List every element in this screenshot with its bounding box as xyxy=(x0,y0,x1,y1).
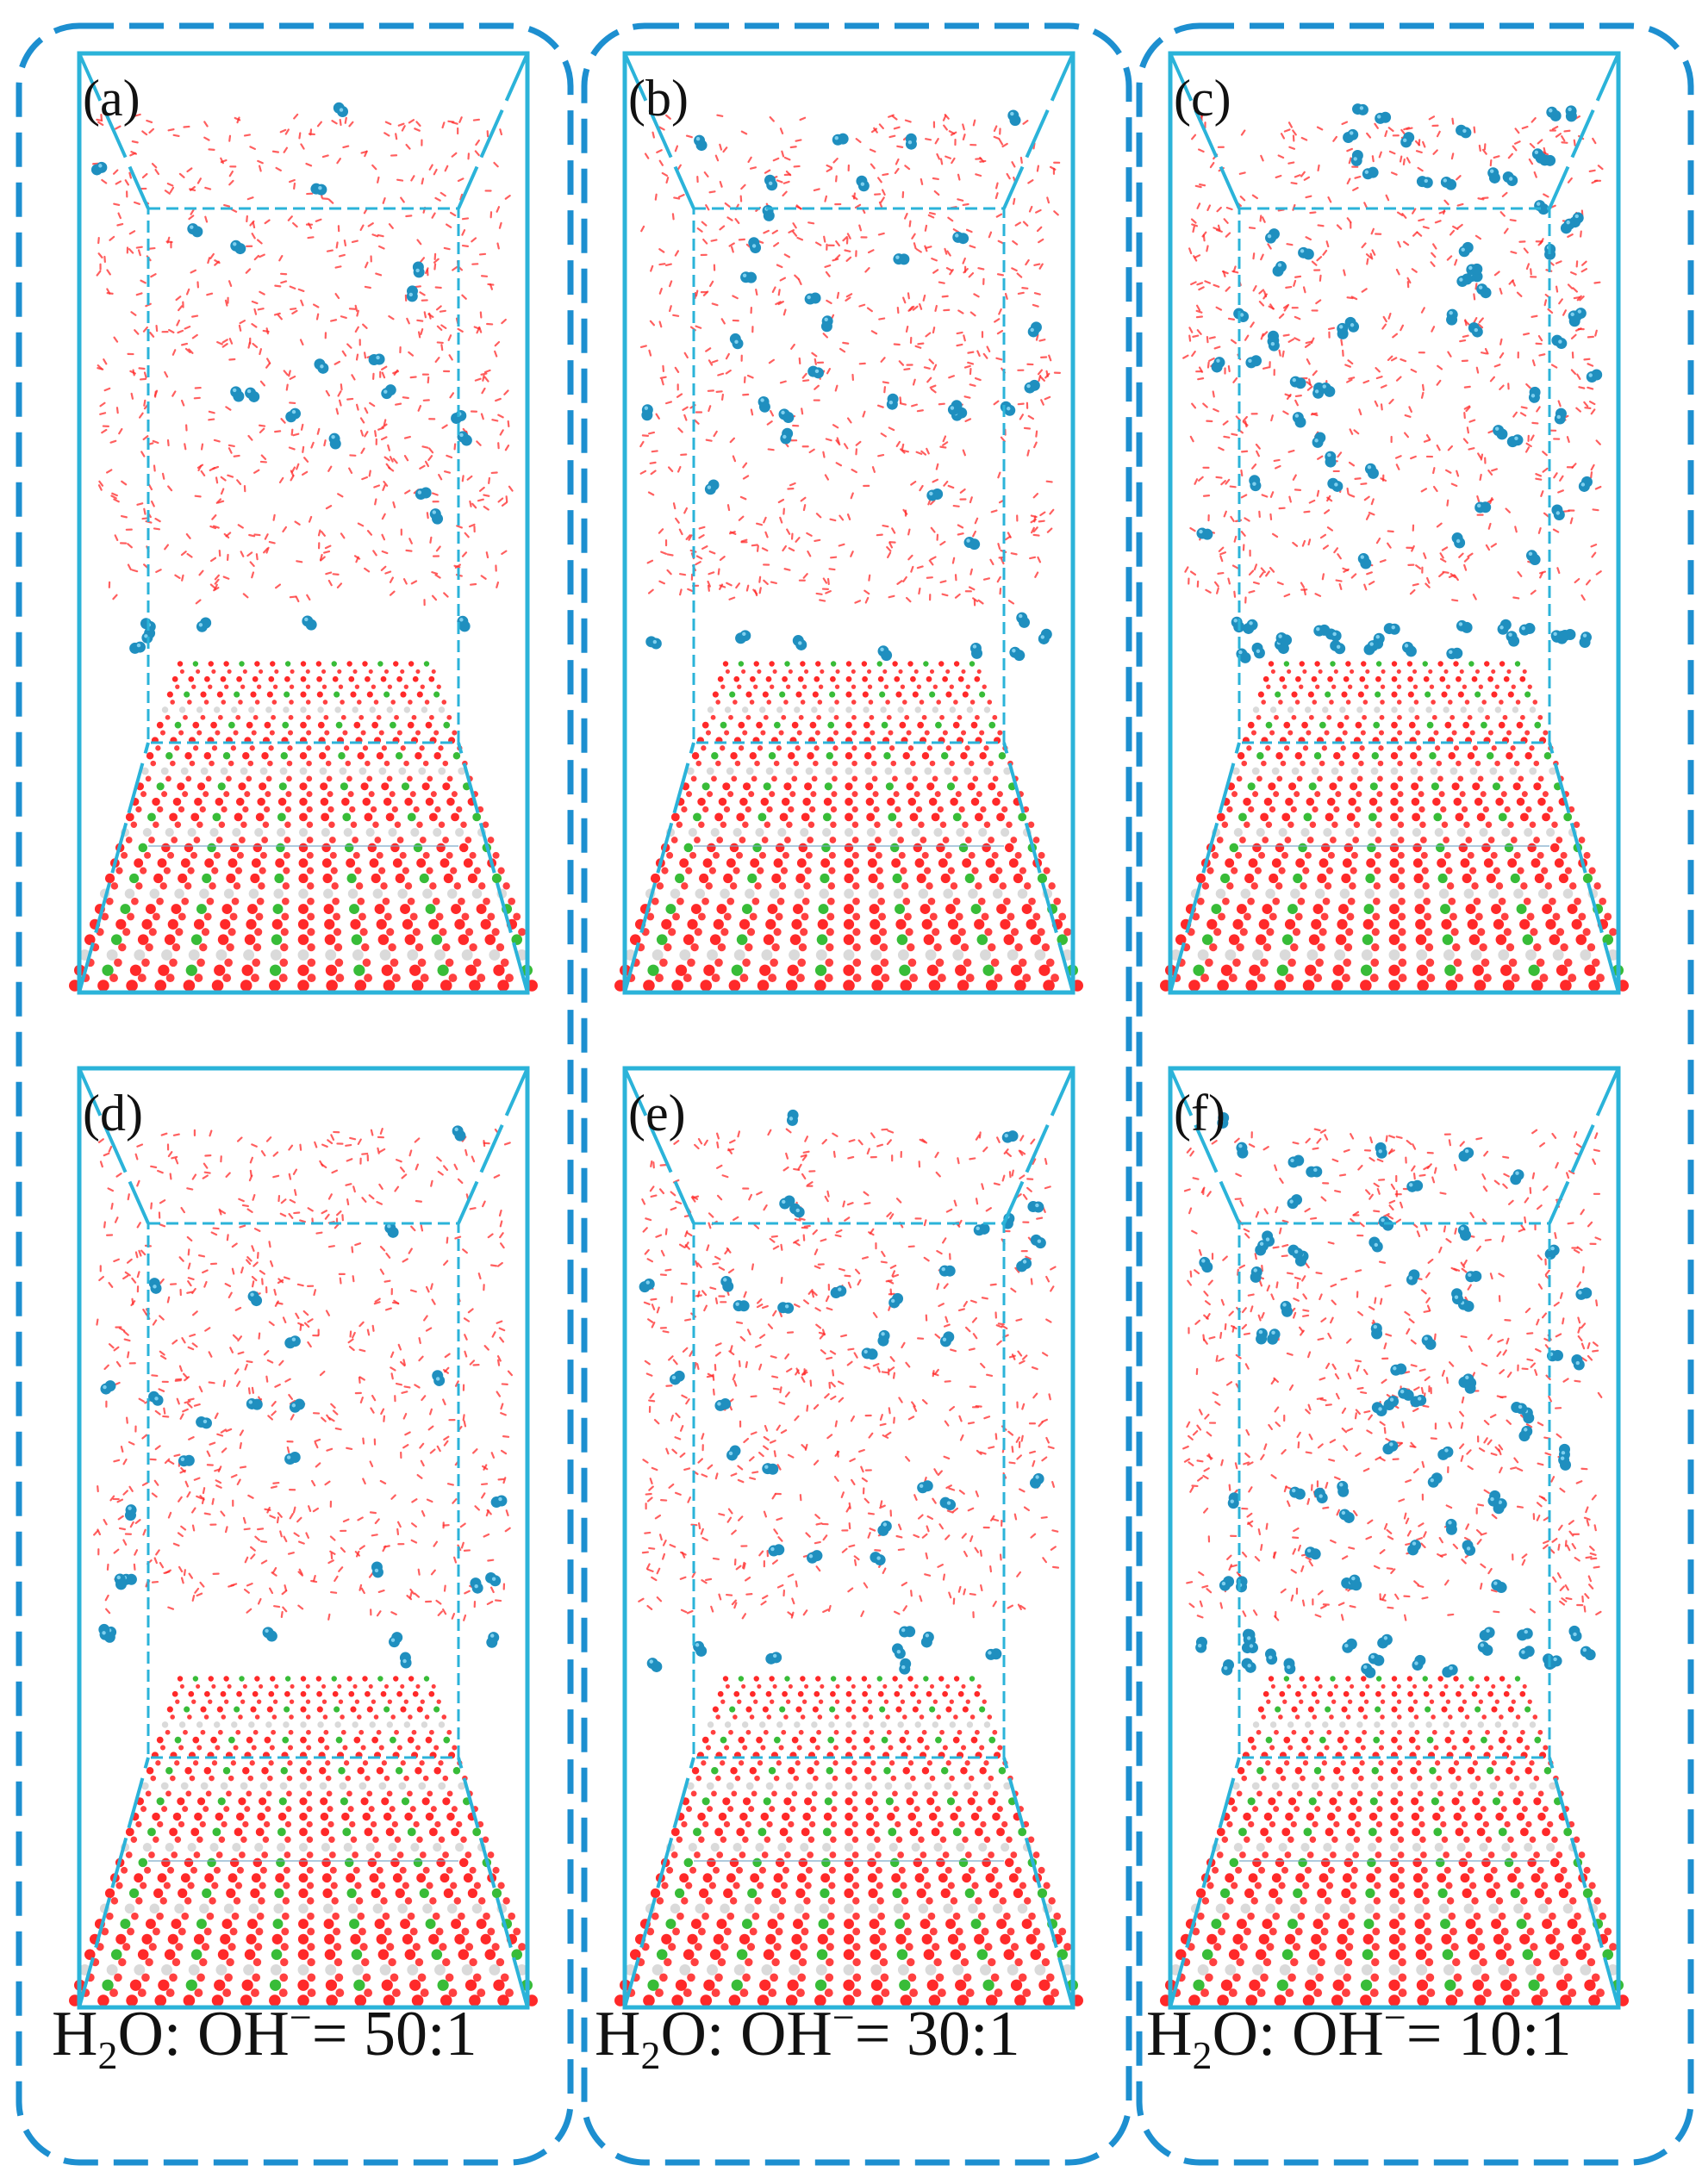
panel-c: (c) xyxy=(1160,51,1629,995)
column-group-border-1 xyxy=(16,22,574,2166)
hydroxide-ions xyxy=(90,102,472,654)
water-molecules xyxy=(639,114,1062,607)
ratio-captions: H2O: OH−= 50:1 H2O: OH−= 30:1 H2O: OH−= 10… xyxy=(52,1995,1572,2077)
substrate-lattice xyxy=(69,1676,538,2007)
water-molecules xyxy=(1182,114,1604,604)
panel-label: (a) xyxy=(83,70,140,127)
panel-b: (b) xyxy=(614,51,1083,995)
simulation-box xyxy=(77,1066,530,2010)
column-group-border-3 xyxy=(1136,22,1694,2166)
water-molecules xyxy=(638,1128,1060,1620)
panel-label: (f) xyxy=(1174,1085,1225,1142)
column-group-border-2 xyxy=(581,22,1132,2166)
hydroxide-ions xyxy=(641,109,1052,662)
panel-label: (c) xyxy=(1174,70,1231,127)
water-molecules xyxy=(1182,1128,1603,1621)
panels: (a) (b) (c) (d) (e) (f) xyxy=(69,51,1629,2010)
panel-d: (d) xyxy=(69,1066,538,2010)
hydroxide-ions xyxy=(1196,103,1603,663)
substrate-lattice xyxy=(614,1676,1083,2007)
water-molecules xyxy=(91,113,514,607)
ratio-caption: H2O: OH−= 10:1 xyxy=(1146,1995,1572,2077)
panel-label: (d) xyxy=(83,1085,143,1142)
simulation-box xyxy=(622,1066,1075,2010)
simulation-box xyxy=(1168,1066,1621,2010)
panel-label: (e) xyxy=(628,1085,686,1142)
panel-e: (e) xyxy=(614,1066,1083,2010)
substrate-lattice xyxy=(69,661,538,992)
hydroxide-ions xyxy=(639,1109,1046,1675)
water-molecules xyxy=(93,1128,514,1621)
simulation-box xyxy=(77,51,530,995)
column-groups xyxy=(16,22,1694,2166)
panel-f: (f) xyxy=(1160,1066,1629,2010)
hydroxide-ions xyxy=(98,1125,508,1669)
substrate-lattice xyxy=(614,661,1083,992)
simulation-box xyxy=(1168,51,1621,995)
ratio-caption: H2O: OH−= 30:1 xyxy=(595,1995,1020,2077)
panel-a: (a) xyxy=(69,51,538,995)
panel-label: (b) xyxy=(628,70,689,127)
hydroxide-ions xyxy=(1195,1111,1596,1678)
simulation-box xyxy=(622,51,1075,995)
ratio-caption: H2O: OH−= 50:1 xyxy=(52,1995,477,2077)
substrate-lattice xyxy=(1160,1676,1629,2007)
substrate-lattice xyxy=(1160,661,1629,992)
